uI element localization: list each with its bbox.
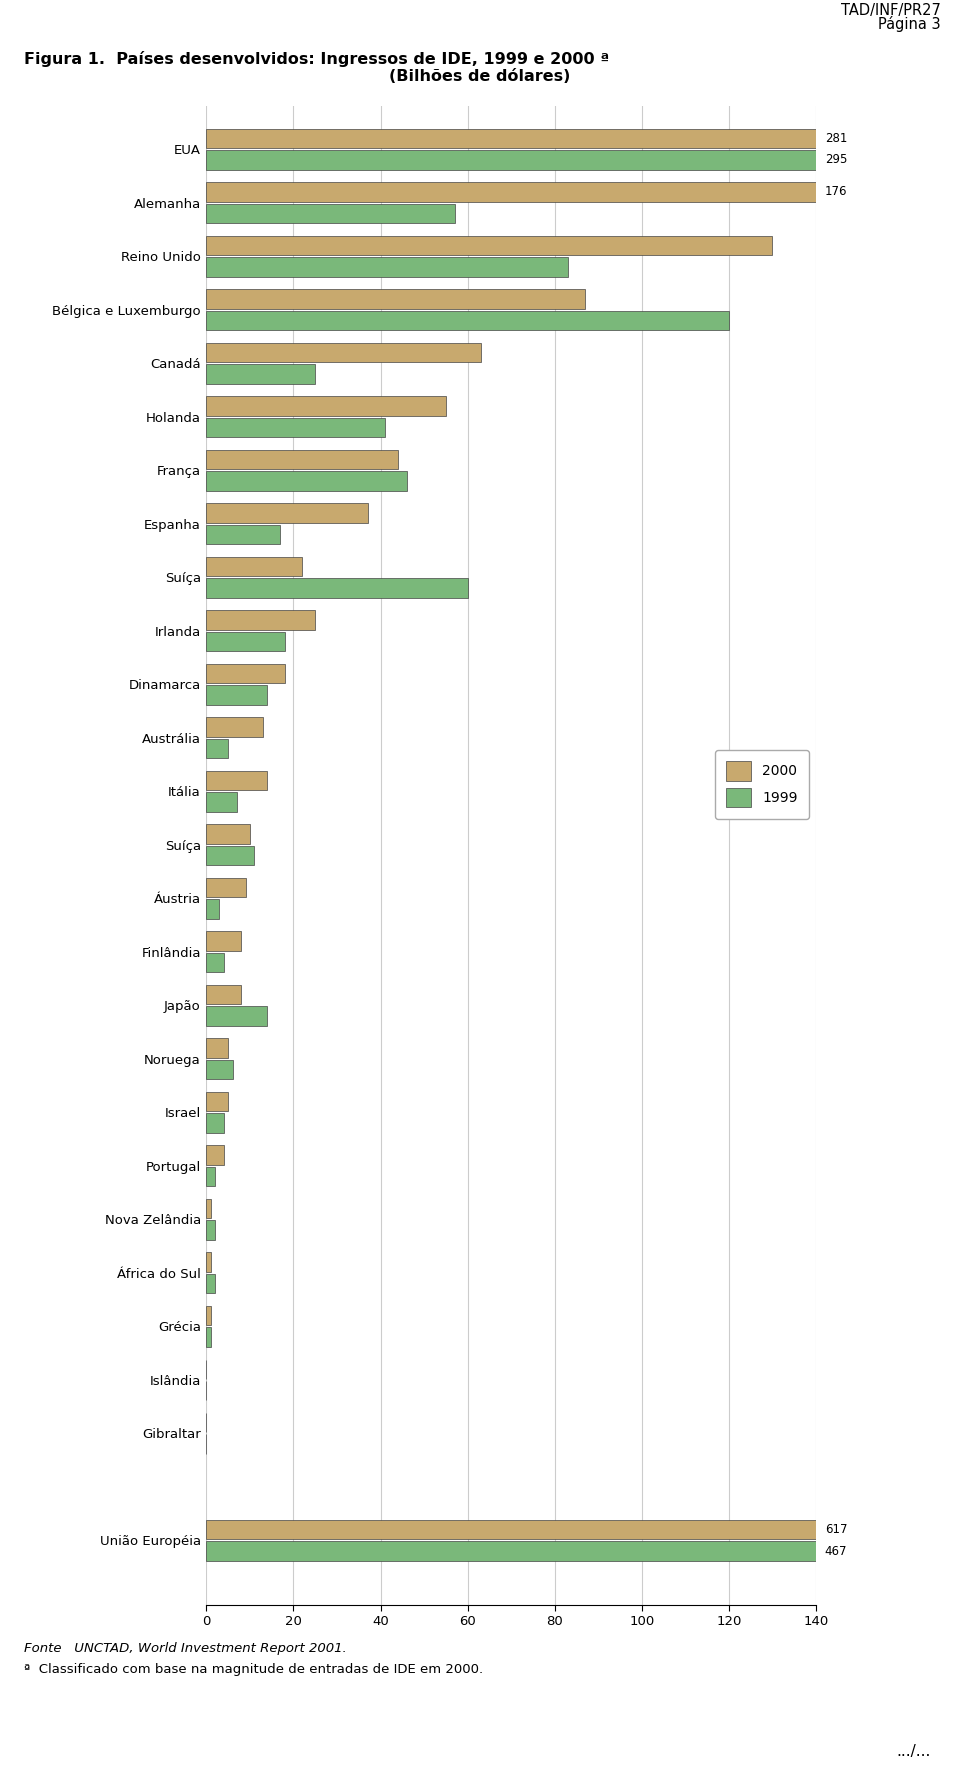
Bar — [206, 846, 254, 865]
Bar — [206, 183, 960, 202]
Bar — [206, 1273, 215, 1293]
Bar — [206, 1060, 232, 1080]
Text: 295: 295 — [825, 154, 847, 167]
Bar — [206, 1220, 215, 1239]
Bar — [206, 663, 285, 683]
Bar — [206, 610, 315, 629]
Text: .../...: .../... — [897, 1745, 931, 1759]
Bar — [206, 450, 398, 470]
Bar — [206, 418, 385, 438]
Bar — [206, 504, 368, 523]
Text: Fonte   UNCTAD, World Investment Report 2001.: Fonte UNCTAD, World Investment Report 20… — [24, 1642, 347, 1654]
Bar — [206, 986, 241, 1004]
Bar — [206, 1039, 228, 1058]
Bar — [206, 1541, 960, 1560]
Text: TAD/INF/PR27: TAD/INF/PR27 — [841, 2, 941, 18]
Bar — [206, 1007, 267, 1025]
Legend: 2000, 1999: 2000, 1999 — [715, 750, 809, 819]
Bar — [206, 1092, 228, 1112]
Bar — [206, 525, 280, 544]
Text: 617: 617 — [825, 1523, 848, 1535]
Bar — [206, 310, 729, 330]
Bar — [206, 1307, 211, 1324]
Bar — [206, 397, 445, 415]
Bar — [206, 257, 567, 277]
Bar — [206, 771, 267, 791]
Bar — [206, 151, 960, 170]
Text: Página 3: Página 3 — [878, 16, 941, 32]
Bar — [206, 129, 960, 149]
Bar — [206, 824, 250, 844]
Bar — [206, 578, 468, 598]
Bar — [206, 342, 481, 362]
Bar — [206, 204, 455, 223]
Bar — [206, 899, 220, 918]
Text: (Bilhões de dólares): (Bilhões de dólares) — [390, 69, 570, 83]
Bar — [206, 739, 228, 759]
Bar — [206, 686, 267, 704]
Bar — [206, 289, 586, 309]
Bar — [206, 1145, 224, 1165]
Bar — [206, 236, 773, 255]
Text: 467: 467 — [825, 1544, 848, 1557]
Bar — [206, 878, 246, 897]
Bar — [206, 1252, 211, 1271]
Bar — [206, 931, 241, 950]
Bar — [206, 557, 302, 576]
Text: Figura 1.  Países desenvolvidos: Ingressos de IDE, 1999 e 2000 ª: Figura 1. Países desenvolvidos: Ingresso… — [24, 51, 610, 67]
Bar — [206, 718, 263, 738]
Bar — [206, 631, 285, 651]
Bar — [206, 793, 237, 812]
Bar — [206, 952, 224, 972]
Bar — [206, 1167, 215, 1186]
Text: 176: 176 — [825, 186, 848, 199]
Bar — [206, 363, 315, 383]
Text: ª  Classificado com base na magnitude de entradas de IDE em 2000.: ª Classificado com base na magnitude de … — [24, 1663, 483, 1675]
Bar — [206, 1113, 224, 1133]
Bar — [206, 1519, 960, 1539]
Bar — [206, 1199, 211, 1218]
Bar — [206, 1328, 211, 1347]
Bar — [206, 472, 407, 491]
Text: 281: 281 — [825, 131, 847, 145]
